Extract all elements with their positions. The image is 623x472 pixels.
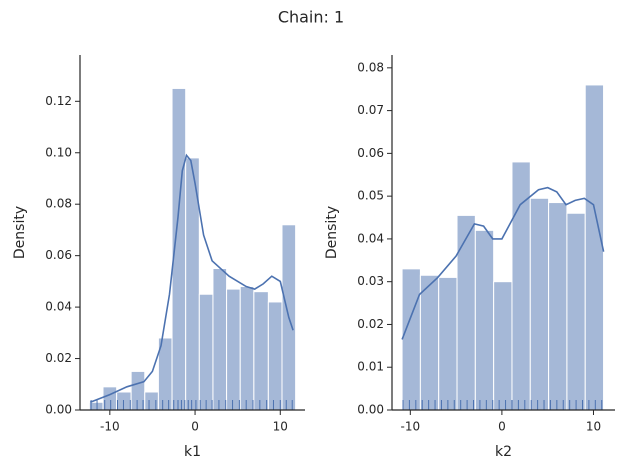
y-tick-label: 0.08	[357, 60, 384, 74]
y-tick-label: 0.06	[357, 146, 384, 160]
bar	[566, 212, 586, 411]
bar	[253, 291, 269, 411]
x-tick-label: 0	[498, 420, 506, 434]
bar	[438, 276, 458, 411]
y-tick-label: 0.04	[45, 300, 72, 314]
y-tick-label: 0.00	[357, 403, 384, 417]
x-tick-label: 10	[273, 420, 288, 434]
y-tick-label: 0.04	[357, 231, 384, 245]
kde-line	[401, 186, 605, 340]
x-axis-label: k2	[495, 444, 512, 460]
y-tick-label: 0.05	[357, 189, 384, 203]
y-axis-label: Density	[324, 206, 340, 259]
bar	[456, 214, 476, 411]
bar	[144, 391, 159, 411]
x-tick-label: -10	[401, 420, 421, 434]
x-tick-label: 0	[191, 420, 199, 434]
bar	[239, 286, 255, 411]
bar	[419, 274, 440, 411]
figure-title: Chain: 1	[278, 8, 344, 27]
bar	[267, 301, 283, 411]
y-tick-label: 0.02	[357, 317, 384, 331]
y-tick-label: 0.02	[45, 351, 72, 365]
bar	[198, 293, 214, 411]
bar	[474, 229, 495, 411]
y-axis-label: Density	[12, 206, 28, 259]
x-tick-label: -10	[100, 420, 120, 434]
bar	[529, 197, 550, 411]
kde-line	[89, 153, 294, 404]
bar	[584, 84, 605, 411]
y-tick-label: 0.03	[357, 274, 384, 288]
y-tick-label: 0.12	[45, 94, 72, 108]
bar	[212, 268, 228, 411]
bar	[226, 288, 241, 411]
bar	[401, 268, 421, 411]
x-axis-label: k1	[184, 444, 201, 460]
bar	[493, 281, 513, 411]
y-tick-label: 0.07	[357, 103, 384, 117]
y-tick-label: 0.08	[45, 197, 72, 211]
y-tick-label: 0.10	[45, 145, 72, 159]
y-tick-label: 0.00	[45, 403, 72, 417]
y-tick-label: 0.01	[357, 360, 384, 374]
y-tick-label: 0.06	[45, 248, 72, 262]
bar	[548, 202, 568, 411]
x-tick-label: 10	[586, 420, 601, 434]
